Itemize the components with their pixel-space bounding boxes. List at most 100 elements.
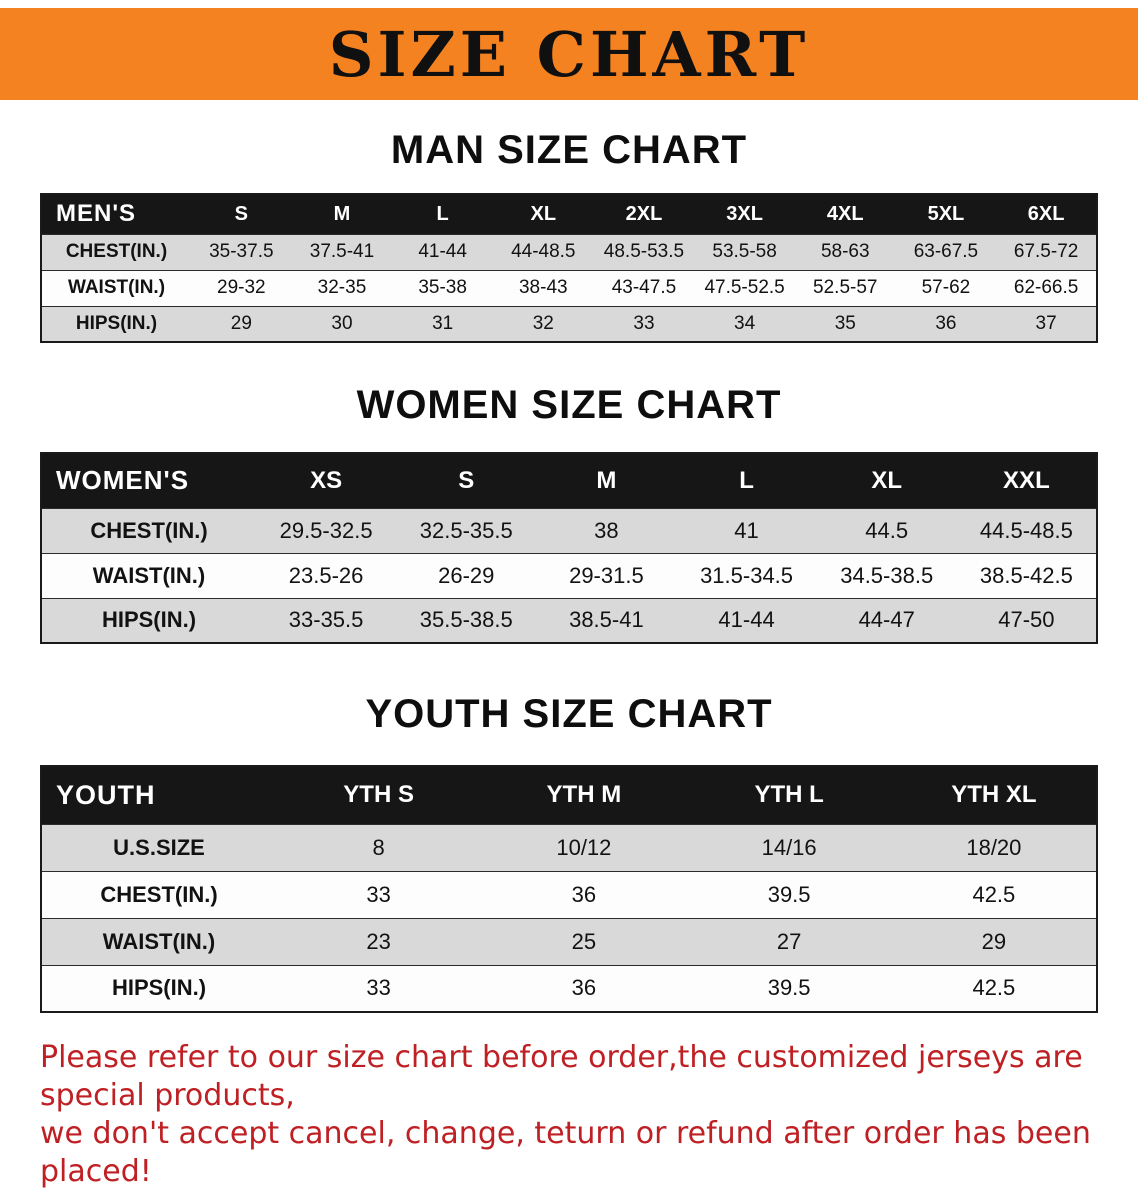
table-header-row: MEN'S S M L XL 2XL 3XL 4XL 5XL 6XL	[41, 194, 1097, 234]
row-label-cell: WAIST(IN.)	[41, 552, 256, 598]
value-cell: 32	[492, 305, 594, 342]
value-cell: 34.5-38.5	[816, 552, 957, 598]
size-header-cell: 5XL	[895, 194, 997, 234]
value-cell: 35-37.5	[191, 233, 292, 270]
row-label-cell: HIPS(IN.)	[41, 597, 256, 643]
value-cell: 47-50	[956, 597, 1097, 643]
value-cell: 41-44	[392, 233, 493, 270]
value-cell: 36	[895, 305, 997, 342]
size-header-cell: M	[536, 453, 677, 508]
men-size-table: MEN'S S M L XL 2XL 3XL 4XL 5XL 6XL CHEST(IN.) 35-37…	[40, 193, 1098, 343]
value-cell: 43-47.5	[593, 269, 695, 306]
table-row: HIPS(IN.) 33 36 39.5 42.5	[41, 964, 1097, 1012]
table-title-cell: WOMEN'S	[41, 453, 256, 508]
size-header-cell: XL	[492, 194, 594, 234]
size-header-cell: 4XL	[794, 194, 896, 234]
value-cell: 29	[191, 305, 292, 342]
value-cell: 31	[392, 305, 493, 342]
value-cell: 33	[593, 305, 695, 342]
row-label-cell: HIPS(IN.)	[41, 305, 191, 342]
size-header-cell: L	[676, 453, 817, 508]
table-row: CHEST(IN.) 29.5-32.5 32.5-35.5 38 41 44.5 44.5…	[41, 507, 1097, 553]
row-label-cell: HIPS(IN.)	[41, 964, 276, 1012]
disclaimer-line-2: we don't accept cancel, change, teturn o…	[40, 1116, 1091, 1189]
value-cell: 36	[481, 870, 687, 918]
value-cell: 57-62	[895, 269, 997, 306]
youth-size-table: YOUTH YTH S YTH M YTH L YTH XL U.S.SIZE 8 10/12…	[40, 765, 1098, 1013]
value-cell: 39.5	[686, 870, 892, 918]
value-cell: 38.5-41	[536, 597, 677, 643]
value-cell: 10/12	[481, 823, 687, 871]
size-header-cell: S	[396, 453, 537, 508]
size-header-cell: L	[392, 194, 493, 234]
value-cell: 33-35.5	[256, 597, 397, 643]
value-cell: 42.5	[891, 870, 1097, 918]
value-cell: 37	[996, 305, 1097, 342]
banner-title: SIZE CHART	[328, 17, 810, 91]
value-cell: 36	[481, 964, 687, 1012]
size-header-cell: M	[291, 194, 393, 234]
row-label-cell: WAIST(IN.)	[41, 269, 191, 306]
table-row: HIPS(IN.) 33-35.5 35.5-38.5 38.5-41 41-44 44-…	[41, 597, 1097, 643]
value-cell: 63-67.5	[895, 233, 997, 270]
table-row: WAIST(IN.) 23 25 27 29	[41, 917, 1097, 965]
table-row: CHEST(IN.) 33 36 39.5 42.5	[41, 870, 1097, 918]
value-cell: 29-31.5	[536, 552, 677, 598]
value-cell: 34	[694, 305, 795, 342]
disclaimer-line-1: Please refer to our size chart before or…	[40, 1040, 1083, 1113]
value-cell: 23	[276, 917, 482, 965]
value-cell: 48.5-53.5	[593, 233, 695, 270]
size-header-cell: YTH M	[481, 766, 687, 824]
value-cell: 62-66.5	[996, 269, 1097, 306]
table-row: U.S.SIZE 8 10/12 14/16 18/20	[41, 823, 1097, 871]
size-header-cell: 3XL	[694, 194, 795, 234]
value-cell: 8	[276, 823, 482, 871]
size-header-cell: YTH L	[686, 766, 892, 824]
row-label-cell: WAIST(IN.)	[41, 917, 276, 965]
size-header-cell: YTH XL	[891, 766, 1097, 824]
table-header-row: WOMEN'S XS S M L XL XXL	[41, 453, 1097, 508]
value-cell: 26-29	[396, 552, 537, 598]
disclaimer-text: Please refer to our size chart before or…	[40, 1039, 1118, 1191]
row-label-cell: CHEST(IN.)	[41, 233, 191, 270]
size-header-cell: S	[191, 194, 292, 234]
value-cell: 52.5-57	[794, 269, 896, 306]
table-row: WAIST(IN.) 29-32 32-35 35-38 38-43 43-47.5 47.…	[41, 269, 1097, 306]
value-cell: 35.5-38.5	[396, 597, 537, 643]
size-header-cell: XL	[816, 453, 957, 508]
value-cell: 33	[276, 870, 482, 918]
value-cell: 32.5-35.5	[396, 507, 537, 553]
row-label-cell: CHEST(IN.)	[41, 870, 276, 918]
value-cell: 53.5-58	[694, 233, 795, 270]
row-label-cell: CHEST(IN.)	[41, 507, 256, 553]
women-size-table: WOMEN'S XS S M L XL XXL CHEST(IN.) 29.5-32.5 32.5…	[40, 452, 1098, 644]
table-row: HIPS(IN.) 29 30 31 32 33 34 35 36 37	[41, 305, 1097, 342]
value-cell: 25	[481, 917, 687, 965]
value-cell: 29-32	[191, 269, 292, 306]
value-cell: 32-35	[291, 269, 393, 306]
value-cell: 38.5-42.5	[956, 552, 1097, 598]
value-cell: 67.5-72	[996, 233, 1097, 270]
value-cell: 29.5-32.5	[256, 507, 397, 553]
value-cell: 42.5	[891, 964, 1097, 1012]
size-header-cell: 2XL	[593, 194, 695, 234]
value-cell: 39.5	[686, 964, 892, 1012]
row-label-cell: U.S.SIZE	[41, 823, 276, 871]
value-cell: 31.5-34.5	[676, 552, 817, 598]
size-header-cell: XXL	[956, 453, 1097, 508]
value-cell: 44.5-48.5	[956, 507, 1097, 553]
table-header-row: YOUTH YTH S YTH M YTH L YTH XL	[41, 766, 1097, 824]
value-cell: 44.5	[816, 507, 957, 553]
value-cell: 29	[891, 917, 1097, 965]
value-cell: 44-48.5	[492, 233, 594, 270]
value-cell: 41-44	[676, 597, 817, 643]
size-header-cell: YTH S	[276, 766, 482, 824]
women-section-heading: WOMEN SIZE CHART	[356, 383, 782, 427]
value-cell: 35	[794, 305, 896, 342]
value-cell: 58-63	[794, 233, 896, 270]
value-cell: 37.5-41	[291, 233, 393, 270]
table-title-cell: YOUTH	[41, 766, 276, 824]
size-chart-banner: SIZE CHART	[0, 8, 1138, 100]
value-cell: 18/20	[891, 823, 1097, 871]
youth-section-heading: YOUTH SIZE CHART	[365, 692, 773, 736]
